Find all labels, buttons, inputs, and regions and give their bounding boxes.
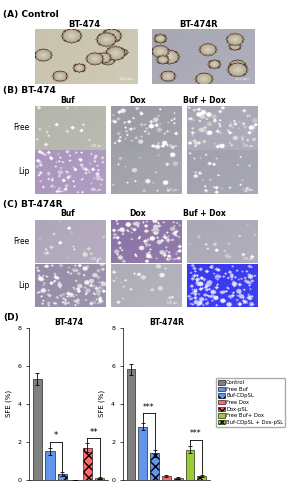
- Text: Dox: Dox: [129, 209, 145, 218]
- Bar: [138, 426, 147, 480]
- Bar: [95, 478, 105, 480]
- Text: 100 μm: 100 μm: [243, 302, 253, 306]
- Text: *: *: [54, 432, 58, 440]
- Text: 100 μm: 100 μm: [167, 302, 178, 306]
- Title: BT-474R: BT-474R: [149, 318, 184, 326]
- Text: 100 μm: 100 μm: [119, 77, 132, 81]
- Text: 100 μm: 100 μm: [167, 258, 178, 262]
- Bar: [127, 370, 135, 480]
- Bar: [174, 478, 183, 480]
- Text: BT-474R: BT-474R: [179, 20, 218, 29]
- Bar: [58, 474, 67, 480]
- Bar: [33, 379, 42, 480]
- Text: 100 μm: 100 μm: [235, 77, 249, 81]
- Text: Free: Free: [13, 236, 29, 246]
- Title: BT-474: BT-474: [54, 318, 83, 326]
- Text: (A) Control: (A) Control: [3, 10, 59, 19]
- Bar: [150, 454, 159, 480]
- Y-axis label: SFE (%): SFE (%): [99, 390, 105, 417]
- Text: ***: ***: [190, 430, 202, 438]
- Text: (D): (D): [3, 313, 19, 322]
- Text: **: **: [89, 428, 98, 436]
- Text: 100 μm: 100 μm: [243, 258, 253, 262]
- Bar: [197, 476, 206, 480]
- Text: (C) BT-474R: (C) BT-474R: [3, 200, 62, 208]
- Text: BT-474: BT-474: [69, 20, 101, 29]
- Text: Dox: Dox: [129, 96, 145, 105]
- Text: (B) BT-474: (B) BT-474: [3, 86, 56, 96]
- Text: Buf: Buf: [60, 209, 74, 218]
- Text: 100 μm: 100 μm: [91, 302, 102, 306]
- Text: Free: Free: [13, 123, 29, 132]
- Text: 100 μm: 100 μm: [167, 188, 178, 192]
- Text: Buf: Buf: [60, 96, 74, 105]
- Text: 100 μm: 100 μm: [91, 258, 102, 262]
- Bar: [45, 452, 55, 480]
- Text: 100 μm: 100 μm: [243, 144, 253, 148]
- Text: ***: ***: [143, 403, 154, 412]
- Y-axis label: SFE (%): SFE (%): [6, 390, 12, 417]
- Text: Buf + Dox: Buf + Dox: [183, 96, 226, 105]
- Text: 100 μm: 100 μm: [91, 144, 102, 148]
- Text: 100 μm: 100 μm: [243, 188, 253, 192]
- Text: 100 μm: 100 μm: [91, 188, 102, 192]
- Bar: [83, 448, 92, 480]
- Text: Buf + Dox: Buf + Dox: [183, 209, 226, 218]
- Text: 100 μm: 100 μm: [167, 144, 178, 148]
- Legend: Control, Free Buf, Buf-CDpSL, Free Dox, Dox-pSL, Free Buf+ Dox, Buf-CDpSL + Dox-: Control, Free Buf, Buf-CDpSL, Free Dox, …: [216, 378, 285, 427]
- Text: Lip: Lip: [18, 167, 29, 176]
- Bar: [186, 450, 194, 480]
- Text: Lip: Lip: [18, 280, 29, 289]
- Bar: [162, 476, 171, 480]
